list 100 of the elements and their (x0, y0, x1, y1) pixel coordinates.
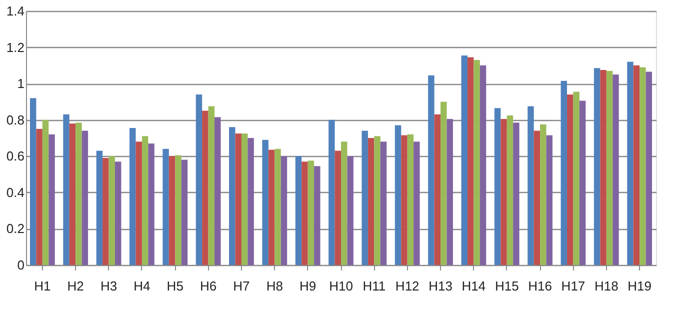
bar (302, 162, 308, 265)
bar (341, 142, 348, 265)
bar (428, 75, 434, 265)
y-tick-label: 0.4 (6, 184, 24, 200)
bar (546, 135, 552, 265)
bar (274, 148, 281, 265)
bar (573, 92, 580, 265)
bar (69, 123, 76, 265)
bar (314, 166, 320, 265)
bar (612, 74, 619, 265)
bar (640, 67, 646, 265)
x-tick-label: H3 (100, 278, 118, 294)
y-tick-label: 0 (17, 258, 24, 272)
bar (440, 102, 447, 265)
y-tick-label: 1.4 (6, 4, 24, 18)
bar (394, 125, 402, 265)
bar (368, 138, 374, 265)
y-tick-label: 0.2 (6, 221, 24, 236)
x-tick-label: H6 (200, 278, 217, 294)
bar (63, 114, 70, 265)
bar (295, 156, 302, 265)
bar (334, 150, 341, 265)
x-tick-label: H18 (594, 278, 618, 294)
bar (175, 155, 182, 265)
bar (528, 106, 534, 265)
x-tick-label: H8 (266, 278, 283, 294)
bar (328, 120, 335, 265)
bar (48, 134, 55, 265)
bar (633, 65, 640, 265)
y-tick-label: 1.2 (6, 40, 24, 55)
bar (362, 130, 368, 265)
x-tick-label: H19 (628, 278, 652, 294)
bar (82, 130, 88, 265)
bar (280, 156, 288, 265)
bar (262, 140, 268, 265)
x-tick-label: H7 (233, 278, 250, 294)
bar (76, 122, 82, 265)
bar (594, 68, 600, 265)
bar (308, 160, 314, 265)
x-tick-label: H15 (494, 278, 519, 294)
x-tick-label: H4 (134, 278, 150, 294)
bar (467, 57, 474, 265)
bar (627, 62, 634, 265)
bar (241, 133, 248, 265)
bar (540, 124, 546, 265)
bar (560, 80, 568, 265)
bar (202, 110, 208, 265)
bar (374, 136, 380, 265)
bar (148, 143, 154, 265)
bar (600, 70, 606, 265)
bar (446, 118, 453, 265)
bar (130, 128, 136, 265)
bar (347, 156, 354, 265)
bar (208, 106, 215, 265)
bar (96, 150, 103, 265)
x-tick-label: H17 (561, 278, 586, 294)
bar (196, 94, 202, 265)
bar (567, 94, 574, 265)
bar (168, 156, 176, 265)
bar (534, 130, 540, 265)
bar (268, 150, 275, 265)
bar (434, 114, 441, 265)
bar (414, 142, 420, 265)
bar (108, 156, 115, 265)
bar (480, 65, 486, 265)
y-tick-label: 1 (17, 76, 24, 92)
x-tick-label: H11 (362, 278, 386, 294)
bar (136, 142, 142, 265)
x-tick-label: H13 (428, 278, 452, 294)
y-tick-label: 0.6 (6, 148, 24, 164)
bar (380, 142, 387, 265)
x-tick-label: H1 (34, 278, 51, 294)
bar (114, 162, 122, 265)
bar (248, 138, 254, 265)
bar (513, 122, 520, 265)
bar (181, 160, 188, 265)
bar (506, 115, 514, 265)
bar (102, 158, 109, 265)
bar (142, 136, 148, 265)
x-tick-label: H2 (67, 278, 84, 294)
bar (30, 98, 36, 265)
bar (42, 120, 49, 265)
bar (214, 117, 221, 265)
bar (407, 134, 414, 265)
bar (36, 128, 42, 265)
bar (500, 118, 507, 265)
bar (235, 133, 242, 265)
bar (162, 148, 169, 265)
bar (401, 135, 408, 265)
bar (579, 100, 586, 265)
x-tick-label: H14 (462, 278, 486, 294)
x-tick-label: H9 (300, 278, 316, 294)
x-tick-label: H10 (329, 278, 353, 294)
bar (606, 70, 613, 265)
bar (494, 108, 501, 265)
bar (229, 127, 236, 265)
bar (474, 60, 480, 265)
y-tick-label: 0.8 (6, 112, 24, 128)
bar (461, 55, 468, 265)
bar (646, 72, 652, 265)
